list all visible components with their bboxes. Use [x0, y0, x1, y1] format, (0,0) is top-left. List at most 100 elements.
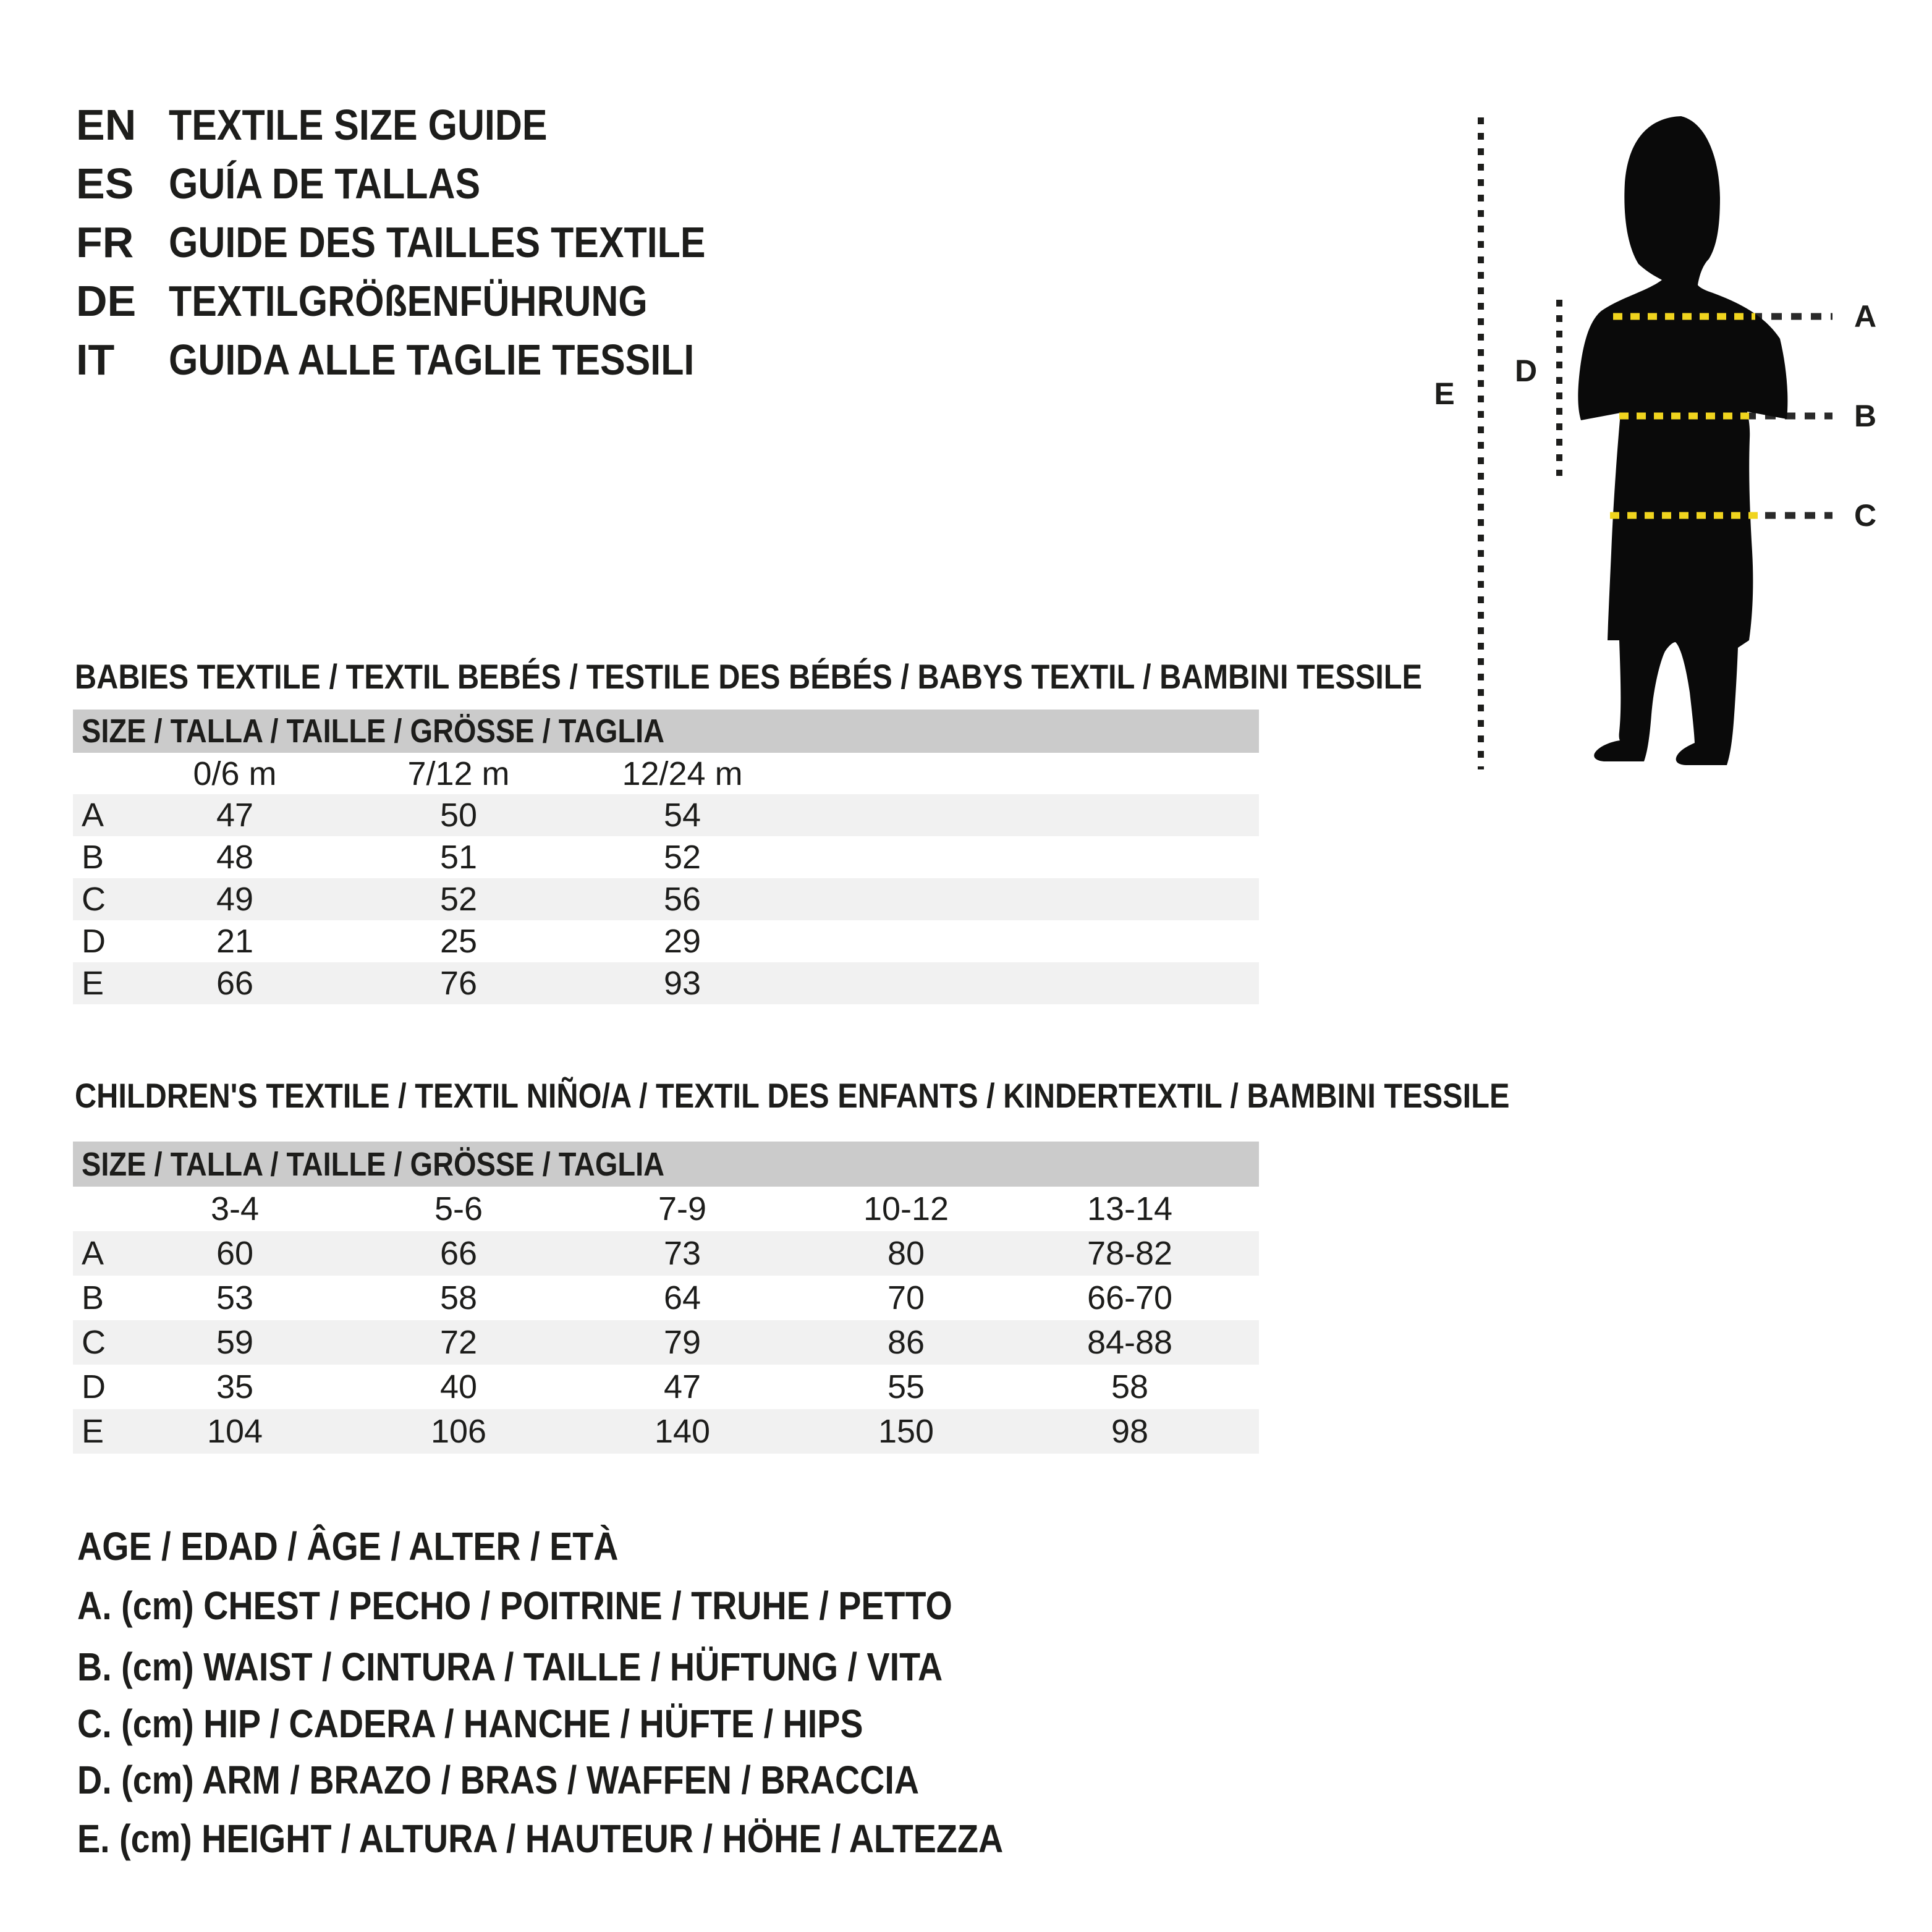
column-header: 7/12 m	[407, 755, 510, 792]
cell-value: 25	[439, 923, 478, 960]
cell-value: 66	[439, 1235, 478, 1272]
children-table-header-bar: SIZE / TALLA / TAILLE / GRÖSSE / TAGLIA	[73, 1142, 1259, 1187]
cell-value: 78-82	[1087, 1235, 1173, 1272]
measure-label-b: B	[1854, 399, 1876, 433]
lang-code: FR	[76, 218, 134, 266]
cell-value: 52	[439, 881, 478, 918]
cell-value: 49	[216, 881, 254, 918]
cell-value: 51	[439, 839, 478, 876]
table-row: D 21 25 29	[73, 920, 1259, 962]
babies-section-title: BABIES TEXTILE / TEXTIL BEBÉS / TESTILE …	[75, 657, 1423, 696]
row-label: D	[82, 1368, 106, 1405]
cell-value: 84-88	[1087, 1324, 1173, 1361]
cell-value: 104	[206, 1413, 263, 1450]
legend-hip-line: C. (cm) HIP / CADERA / HANCHE / HÜFTE / …	[77, 1701, 863, 1746]
cell-value: 55	[887, 1368, 925, 1405]
row-label: A	[82, 797, 104, 834]
cell-value: 56	[663, 881, 701, 918]
cell-value: 47	[663, 1368, 701, 1405]
cell-value: 58	[439, 1279, 478, 1316]
column-header: 7-9	[658, 1190, 707, 1227]
table-row: D 35 40 47 55 58	[73, 1365, 1259, 1409]
guide-title: GUÍA DE TALLAS	[169, 159, 481, 208]
cell-value: 59	[216, 1324, 254, 1361]
cell-value: 60	[216, 1235, 254, 1272]
cell-value: 66-70	[1087, 1279, 1173, 1316]
table-row: B 48 51 52	[73, 836, 1259, 878]
guide-title: TEXTILGRÖßENFÜHRUNG	[169, 276, 648, 325]
cell-value: 73	[663, 1235, 701, 1272]
column-header: 0/6 m	[193, 755, 277, 792]
row-label: D	[82, 923, 106, 960]
cell-value: 86	[887, 1324, 925, 1361]
column-header: 5-6	[434, 1190, 483, 1227]
babies-size-table: SIZE / TALLA / TAILLE / GRÖSSE / TAGLIA …	[73, 710, 1259, 1004]
cell-value: 79	[663, 1324, 701, 1361]
cell-value: 54	[663, 797, 701, 834]
cell-value: 53	[216, 1279, 254, 1316]
cell-value: 93	[663, 965, 701, 1002]
cell-value: 72	[439, 1324, 478, 1361]
table-row: E 66 76 93	[73, 962, 1259, 1004]
table-row: A 60 66 73 80 78-82	[73, 1231, 1259, 1276]
cell-value: 50	[439, 797, 478, 834]
column-header: 12/24 m	[622, 755, 743, 792]
babies-column-headers: 0/6 m 7/12 m 12/24 m	[73, 753, 1259, 794]
table-row: B 53 58 64 70 66-70	[73, 1276, 1259, 1320]
legend-age-line: AGE / EDAD / ÂGE / ALTER / ETÀ	[77, 1524, 619, 1569]
measure-label-e: E	[1434, 376, 1454, 411]
cell-value: 80	[887, 1235, 925, 1272]
table-row: C 59 72 79 86 84-88	[73, 1320, 1259, 1365]
row-label: B	[82, 1279, 104, 1316]
measure-label-d: D	[1515, 354, 1537, 388]
row-label: C	[82, 881, 106, 918]
cell-value: 58	[1111, 1368, 1149, 1405]
lang-row-de: DE TEXTILGRÖßENFÜHRUNG	[76, 271, 719, 330]
cell-value: 48	[216, 839, 254, 876]
cell-value: 70	[887, 1279, 925, 1316]
lang-row-it: IT GUIDA ALLE TAGLIE TESSILI	[76, 330, 773, 389]
child-silhouette-figure: A B C D E	[1434, 116, 1876, 769]
guide-title: GUIDE DES TAILLES TEXTILE	[169, 218, 706, 266]
lang-code: ES	[76, 159, 134, 208]
cell-value: 106	[430, 1413, 487, 1450]
table-row: A 47 50 54	[73, 794, 1259, 836]
cell-value: 64	[663, 1279, 701, 1316]
guide-title: GUIDA ALLE TAGLIE TESSILI	[169, 335, 695, 384]
cell-value: 66	[216, 965, 254, 1002]
cell-value: 98	[1111, 1413, 1149, 1450]
lang-code: EN	[76, 100, 137, 149]
cell-value: 29	[663, 923, 701, 960]
lang-code: IT	[76, 335, 115, 384]
legend-waist-line: B. (cm) WAIST / CINTURA / TAILLE / HÜFTU…	[77, 1645, 943, 1689]
table-row: E 104 106 140 150 98	[73, 1409, 1259, 1454]
column-header: 13-14	[1087, 1190, 1173, 1227]
guide-title: TEXTILE SIZE GUIDE	[169, 100, 548, 149]
lang-row-fr: FR GUIDE DES TAILLES TEXTILE	[76, 213, 786, 271]
row-label: B	[82, 839, 104, 876]
row-label: E	[82, 1413, 104, 1450]
cell-value: 21	[216, 923, 254, 960]
column-header: 10-12	[863, 1190, 949, 1227]
cell-value: 40	[439, 1368, 478, 1405]
cell-value: 150	[878, 1413, 934, 1450]
child-silhouette	[1578, 116, 1788, 765]
row-label: E	[82, 965, 104, 1002]
measure-label-c: C	[1854, 498, 1876, 533]
size-figure: A B C D E	[1415, 105, 1897, 779]
children-column-headers: 3-4 5-6 7-9 10-12 13-14	[73, 1187, 1259, 1231]
babies-table-header-bar: SIZE / TALLA / TAILLE / GRÖSSE / TAGLIA	[73, 710, 1259, 753]
lang-row-en: EN TEXTILE SIZE GUIDE	[76, 95, 604, 154]
children-section-title: CHILDREN'S TEXTILE / TEXTIL NIÑO/A / TEX…	[75, 1076, 1510, 1115]
cell-value: 52	[663, 839, 701, 876]
measure-label-a: A	[1854, 299, 1876, 334]
column-header: 3-4	[210, 1190, 260, 1227]
legend-arm-line: D. (cm) ARM / BRAZO / BRAS / WAFFEN / BR…	[77, 1758, 920, 1802]
row-label: A	[82, 1235, 104, 1272]
lang-row-es: ES GUÍA DE TALLAS	[76, 154, 527, 213]
cell-value: 47	[216, 797, 254, 834]
row-label: C	[82, 1324, 106, 1361]
cell-value: 76	[439, 965, 478, 1002]
legend-chest-line: A. (cm) CHEST / PECHO / POITRINE / TRUHE…	[77, 1583, 952, 1628]
lang-code: DE	[76, 276, 137, 325]
